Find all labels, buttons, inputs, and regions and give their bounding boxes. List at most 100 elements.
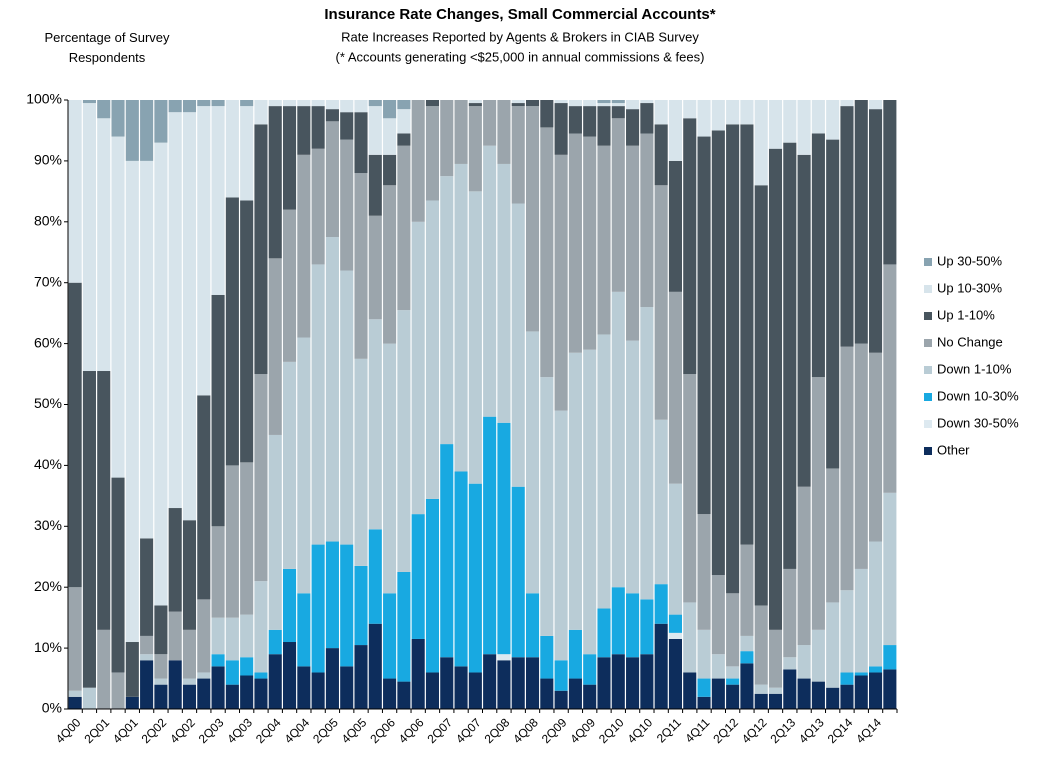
bar-segment: [654, 623, 668, 709]
bar-segment: [225, 684, 239, 709]
bar-segment: [740, 651, 754, 664]
bar-segment: [354, 358, 368, 566]
bar-segment: [869, 672, 883, 709]
bar-segment: [182, 520, 197, 630]
legend-label: Up 30-50%: [937, 253, 1002, 268]
bar-segment: [468, 672, 482, 709]
bar-segment: [640, 599, 654, 655]
bar-segment: [383, 678, 397, 709]
bar-segment: [268, 629, 282, 655]
bar-segment: [869, 666, 883, 673]
x-tick-label: 2Q10: [596, 715, 627, 746]
bar-segment: [440, 444, 454, 658]
x-tick-label: 4Q07: [453, 715, 484, 746]
bar-segment: [397, 100, 411, 110]
bar-segment: [197, 100, 211, 107]
bar-segment: [354, 100, 368, 113]
bar-segment: [354, 645, 368, 709]
bar-segment: [883, 492, 897, 646]
x-tick-label: 4Q02: [167, 715, 198, 746]
bar-segment: [711, 130, 725, 576]
bar-segment: [211, 106, 225, 295]
x-tick-label: 4Q06: [396, 715, 427, 746]
bar-segment: [783, 669, 797, 709]
bar-segment: [683, 374, 697, 603]
bar-segment: [711, 575, 725, 655]
bar-segment: [125, 642, 139, 697]
bar-segment: [140, 635, 154, 655]
bar-segment: [311, 106, 325, 149]
bar-segment: [211, 100, 225, 107]
bar-segment: [497, 163, 511, 423]
x-tick-label: 4Q04: [282, 715, 313, 746]
bar-segment: [626, 145, 640, 341]
bar-segment: [268, 106, 282, 259]
bar-segment: [568, 678, 582, 709]
bar-segment: [397, 109, 411, 134]
bar-segment: [668, 291, 683, 484]
bar-segment: [626, 657, 640, 709]
bar-segment: [254, 100, 268, 125]
bar-segment: [111, 477, 125, 673]
y-tick-label: 0%: [42, 700, 62, 716]
bar-segment: [754, 100, 768, 186]
bar-segment: [483, 654, 497, 709]
legend-label: No Change: [937, 334, 1003, 349]
bar-segment: [468, 483, 482, 673]
bar-segment: [840, 346, 854, 591]
bar-segment: [540, 100, 554, 128]
bar-segment: [325, 648, 339, 709]
bar-segment: [268, 100, 282, 107]
bar-segment: [182, 684, 197, 709]
bar-segment: [640, 654, 654, 709]
bar-segment: [668, 614, 683, 633]
bar-segment: [368, 215, 382, 320]
bar-segment: [840, 100, 854, 107]
bar-segment: [697, 629, 711, 679]
bar-segment: [225, 465, 239, 618]
chart-note: (* Accounts generating <$25,000 in annua…: [336, 49, 705, 64]
bar-segment: [254, 374, 268, 582]
bar-segment: [740, 663, 754, 709]
bar-segment: [225, 100, 239, 198]
y-tick-label: 40%: [34, 456, 62, 472]
bar-segment: [325, 121, 339, 238]
bar-segment: [754, 185, 768, 606]
bar-segment: [197, 678, 211, 709]
y-tick-label: 30%: [34, 517, 62, 533]
y-tick-label: 70%: [34, 273, 62, 289]
bar-segment: [468, 191, 482, 484]
bar-segment: [840, 672, 854, 685]
bar-segment: [168, 611, 182, 661]
bar-segment: [554, 690, 568, 709]
bar-segment: [425, 672, 440, 709]
legend-swatch: [924, 366, 932, 374]
bar-segment: [497, 660, 511, 709]
x-tick-label: 4Q08: [510, 715, 541, 746]
bar-segment: [182, 112, 197, 521]
legend-label: Down 10-30%: [937, 388, 1019, 403]
bar-segment: [740, 635, 754, 652]
bar-segment: [811, 681, 825, 709]
bar-segment: [383, 343, 397, 594]
bar-segment: [525, 331, 540, 594]
bar-segment: [811, 377, 825, 630]
bar-segment: [325, 109, 339, 122]
bar-segment: [554, 103, 568, 155]
bar-segment: [583, 100, 597, 107]
bar-segment: [697, 136, 711, 515]
bar-segment: [154, 654, 168, 679]
bar-segment: [454, 471, 468, 667]
bar-segment: [82, 687, 96, 709]
bar-segment: [854, 568, 868, 673]
bar-segment: [125, 100, 139, 161]
bar-segment: [640, 133, 654, 308]
bar-segment: [240, 657, 254, 676]
bar-segment: [282, 106, 297, 210]
bar-segment: [668, 638, 683, 709]
bar-segment: [425, 200, 440, 499]
bar-segment: [826, 602, 840, 688]
bar-segment: [583, 654, 597, 685]
bar-segment: [726, 684, 740, 709]
bar-segment: [540, 678, 554, 709]
